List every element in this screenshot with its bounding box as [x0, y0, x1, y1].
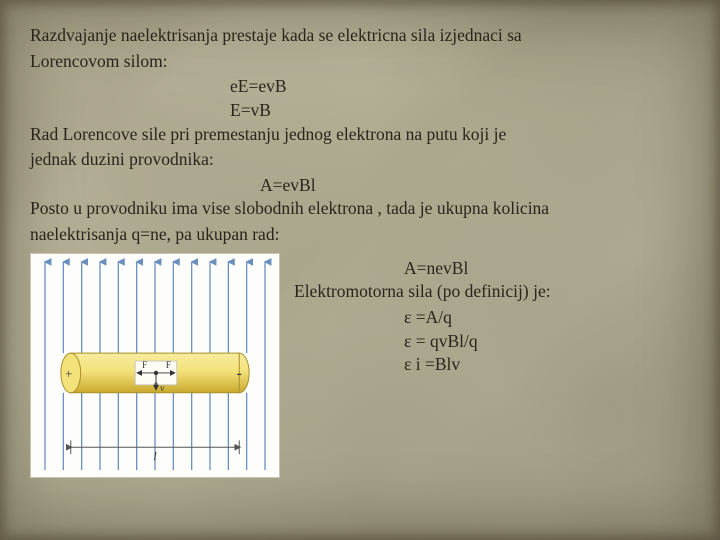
equation-6: ε = qvBl/q [294, 330, 690, 354]
paragraph-3-line-2: naelektrisanja q=ne, pa ukupan rad: [30, 223, 690, 247]
paragraph-3-line-1: Posto u provodniku ima vise slobodnih el… [30, 197, 690, 221]
length-label: l [153, 449, 157, 463]
diagram-svg: + - e F F v [31, 254, 279, 477]
physics-diagram: + - e F F v [30, 253, 280, 478]
plus-label: + [65, 367, 72, 381]
right-column: A=nevBl Elektromotorna sila (po definici… [294, 253, 690, 377]
paragraph-2-line-1: Rad Lorencove sile pri premestanju jedno… [30, 123, 690, 147]
force-left-label: F [142, 360, 147, 370]
equation-7: ε i =Blv [294, 353, 690, 377]
equation-5: ε =A/q [294, 306, 690, 330]
paragraph-2-line-2: jednak duzini provodnika: [30, 148, 690, 172]
equation-4: A=nevBl [294, 257, 690, 281]
paragraph-1-line-2: Lorencovom silom: [30, 50, 690, 74]
bottom-row: + - e F F v [30, 253, 690, 478]
paragraph-1-line-1: Razdvajanje naelektrisanja prestaje kada… [30, 24, 690, 48]
equation-3: A=evBl [30, 174, 690, 198]
minus-label: - [237, 365, 242, 382]
force-right-label: F [166, 360, 171, 370]
equation-1: eE=evB [30, 75, 690, 99]
paragraph-4: Elektromotorna sila (po definicij) je: [294, 280, 690, 304]
slide-page: Razdvajanje naelektrisanja prestaje kada… [0, 0, 720, 540]
velocity-label: v [160, 382, 165, 392]
content-area: Razdvajanje naelektrisanja prestaje kada… [30, 24, 690, 478]
equation-2: E=vB [30, 99, 690, 123]
